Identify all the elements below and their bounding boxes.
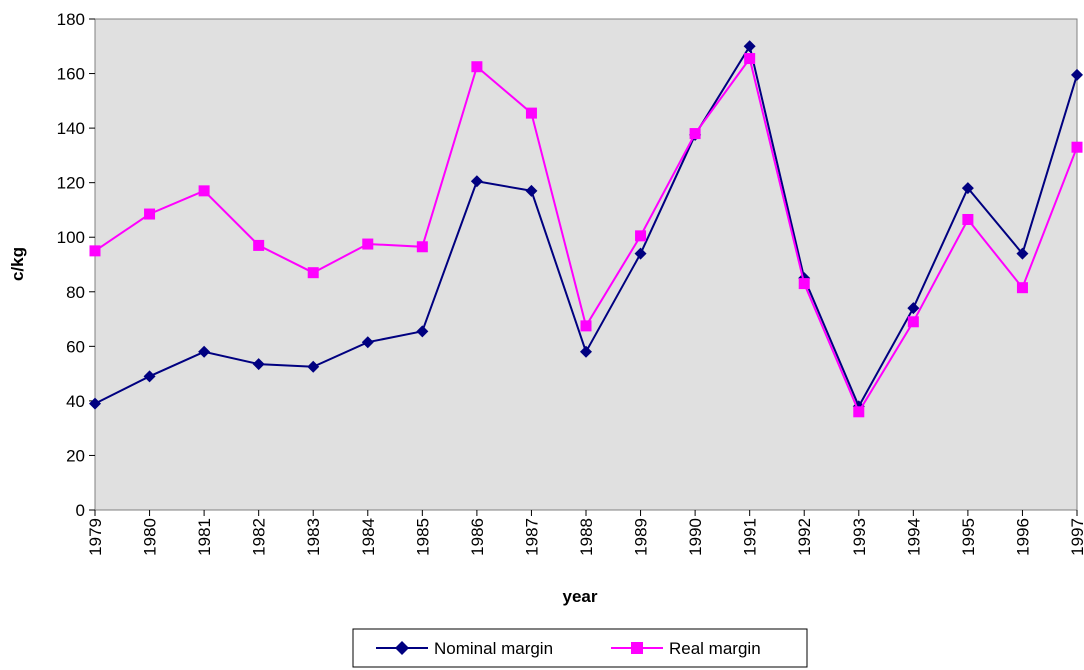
data-point (962, 213, 974, 225)
data-point (470, 175, 483, 188)
data-point (1071, 141, 1083, 153)
data-point (89, 397, 101, 410)
y-tick-label: 80 (66, 283, 85, 302)
legend-box (352, 628, 808, 668)
data-point (471, 61, 483, 73)
data-point (744, 53, 756, 65)
data-point (198, 185, 210, 197)
data-point (253, 239, 265, 251)
data-point (525, 107, 537, 119)
data-point (580, 345, 592, 358)
x-tick-label: 1982 (250, 518, 269, 556)
y-axis: 0 20 40 60 80 100 120 140 160 180 (57, 10, 95, 520)
x-tick-label: 1985 (413, 518, 432, 556)
x-tick-label: 1988 (577, 518, 596, 556)
x-tick-label: 1981 (195, 518, 214, 556)
x-tick-label: 1992 (795, 518, 814, 556)
y-tick-label: 100 (57, 228, 85, 247)
y-tick-label: 60 (66, 337, 85, 356)
legend-nominal-label: Nominal margin (434, 639, 553, 658)
data-point (307, 267, 319, 279)
x-tick-label: 1996 (1013, 518, 1032, 556)
x-tick-label: 1986 (468, 518, 487, 556)
x-tick-label: 1983 (304, 518, 323, 556)
data-point (907, 316, 919, 328)
legend-real-label: Real margin (669, 639, 761, 658)
x-tick-label: 1979 (86, 518, 105, 556)
data-point (89, 245, 101, 257)
data-point (1016, 282, 1028, 294)
data-point (361, 336, 374, 349)
x-axis: 1979 1980 1981 1982 1983 1984 1985 1986 1987 1988… (86, 510, 1084, 556)
data-point (143, 370, 156, 383)
x-tick-label: 1984 (359, 518, 378, 556)
data-point (1016, 247, 1029, 260)
data-point (580, 320, 592, 332)
y-tick-label: 140 (57, 119, 85, 138)
x-axis-title: year (563, 587, 598, 606)
data-point (634, 247, 647, 260)
y-tick-label: 160 (57, 65, 85, 84)
x-tick-label: 1991 (741, 518, 760, 556)
data-point (635, 230, 647, 242)
x-tick-label: 1994 (904, 518, 923, 556)
data-point (853, 406, 865, 418)
legend-real-marker (631, 642, 643, 654)
data-point (198, 345, 211, 358)
data-point (416, 241, 428, 253)
legend-nominal-marker (395, 641, 409, 655)
data-point (144, 208, 156, 220)
y-tick-label: 20 (66, 446, 85, 465)
data-point (1071, 68, 1083, 81)
y-tick-label: 120 (57, 174, 85, 193)
data-point (907, 302, 920, 315)
data-point (689, 128, 701, 140)
y-tick-label: 0 (76, 501, 85, 520)
y-tick-label: 180 (57, 10, 85, 29)
data-point (798, 278, 810, 290)
data-point (252, 358, 265, 371)
x-tick-label: 1989 (632, 518, 651, 556)
x-tick-label: 1997 (1068, 518, 1084, 556)
x-tick-label: 1995 (959, 518, 978, 556)
x-tick-label: 1993 (850, 518, 869, 556)
x-tick-label: 1987 (522, 518, 541, 556)
data-point (307, 360, 320, 373)
data-point (961, 182, 974, 195)
data-point (362, 238, 374, 250)
series-layer (89, 40, 1083, 418)
legend: Nominal margin Real margin (352, 628, 808, 668)
x-tick-label: 1990 (686, 518, 705, 556)
data-point (525, 184, 538, 197)
plot-area (94, 18, 1078, 511)
y-tick-label: 40 (66, 392, 85, 411)
data-point (743, 40, 756, 53)
data-point (416, 325, 429, 338)
y-axis-title: c/kg (8, 247, 27, 281)
x-tick-label: 1980 (141, 518, 160, 556)
